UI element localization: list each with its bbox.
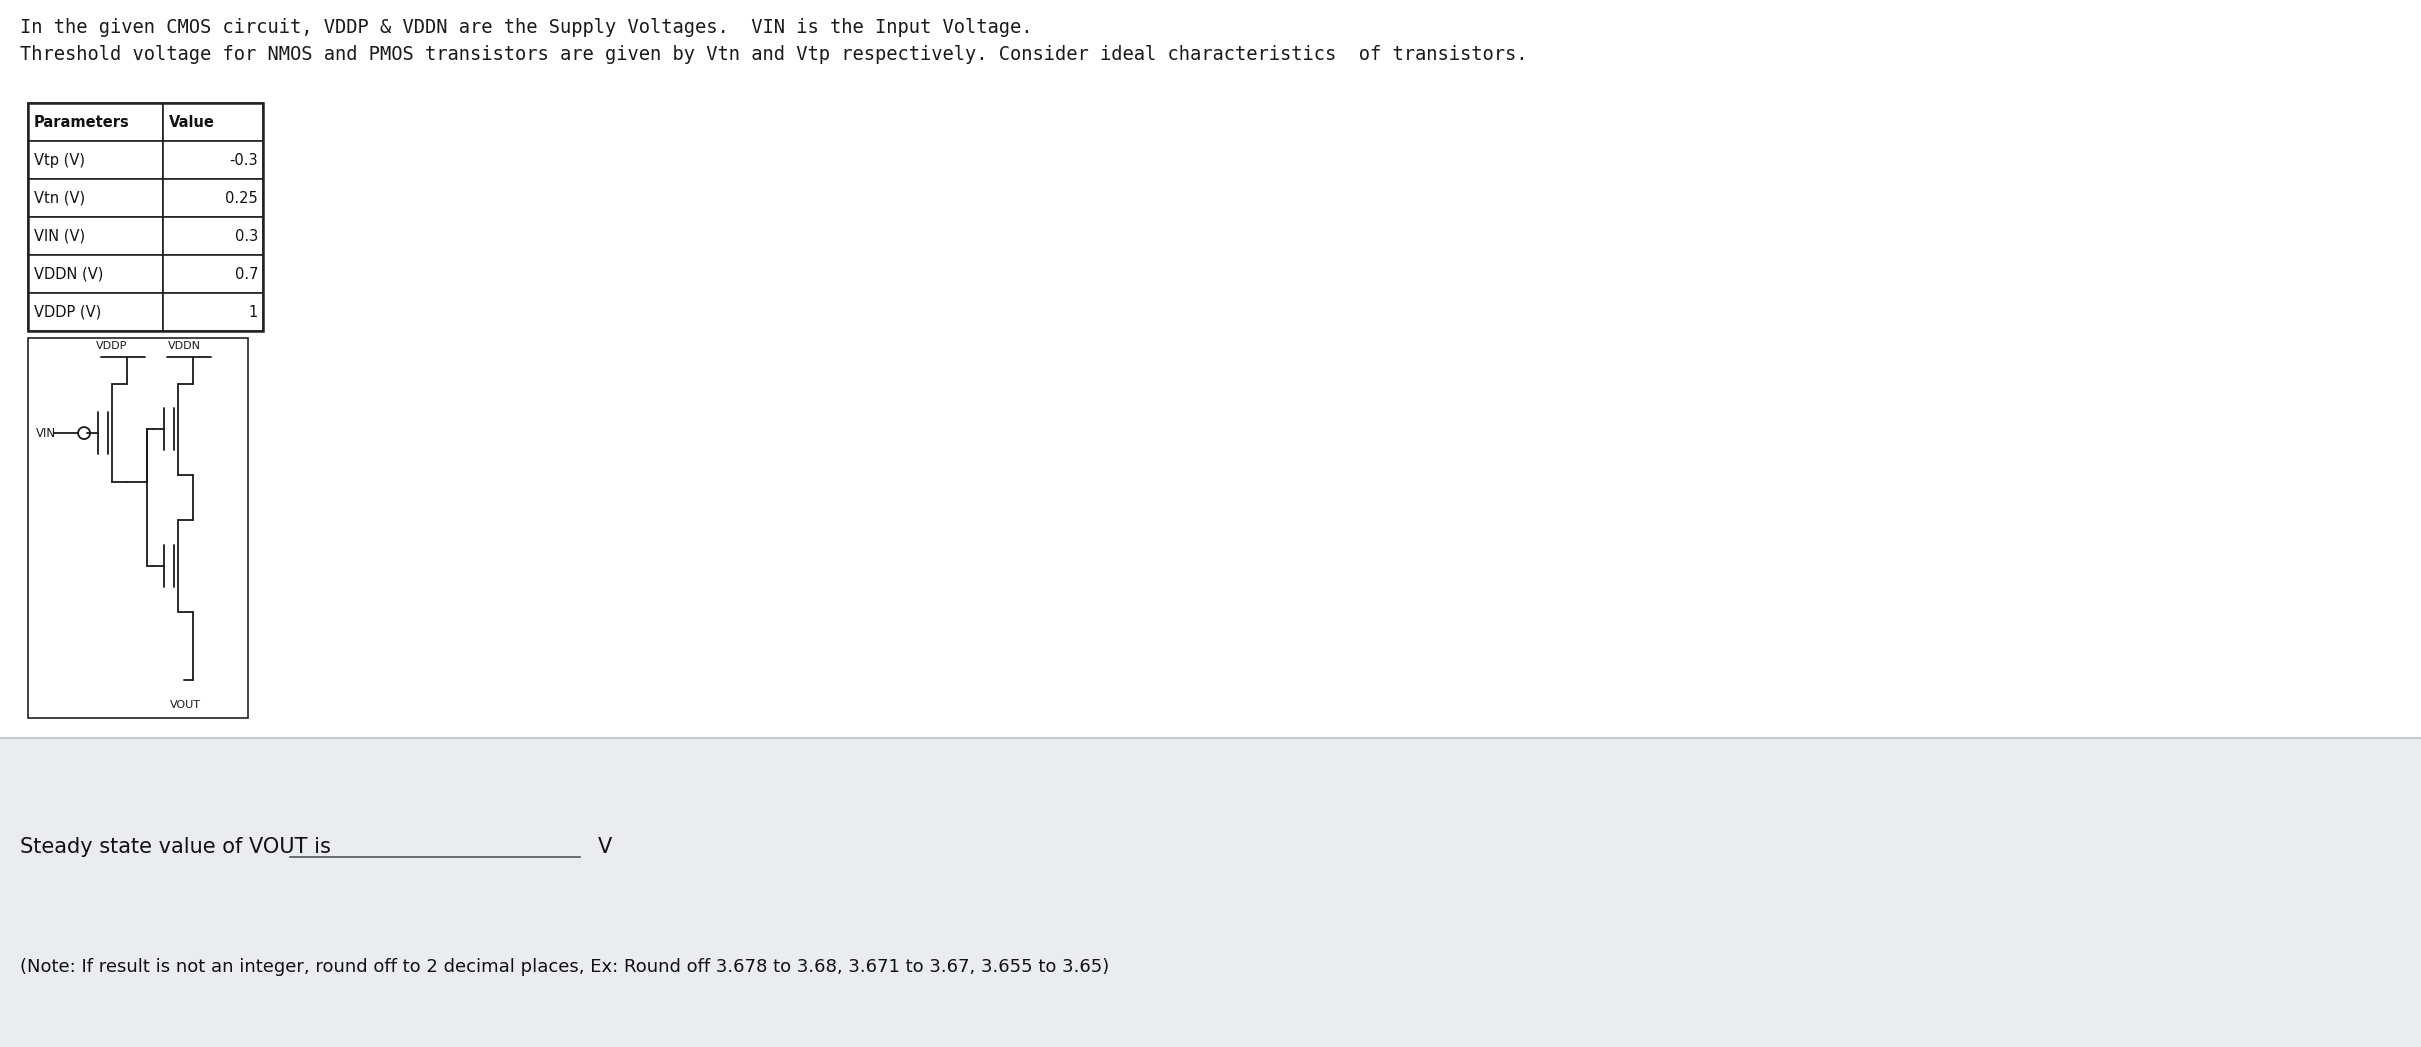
- Text: VDDN: VDDN: [167, 341, 201, 352]
- Text: 0.25: 0.25: [225, 191, 259, 205]
- Bar: [29, 103, 264, 331]
- Text: VOUT: VOUT: [169, 699, 201, 710]
- Text: VDDN (V): VDDN (V): [34, 267, 104, 282]
- Text: -0.3: -0.3: [230, 153, 259, 168]
- Text: 0.7: 0.7: [235, 267, 259, 282]
- Text: V: V: [598, 838, 613, 857]
- Text: VIN: VIN: [36, 426, 56, 440]
- Bar: [29, 255, 162, 293]
- Bar: [162, 293, 264, 331]
- Text: VDDP: VDDP: [97, 341, 128, 352]
- Bar: [29, 293, 162, 331]
- Bar: [29, 338, 247, 718]
- Bar: [162, 141, 264, 179]
- Bar: [162, 255, 264, 293]
- Text: VIN (V): VIN (V): [34, 228, 85, 244]
- Text: Threshold voltage for NMOS and PMOS transistors are given by Vtn and Vtp respect: Threshold voltage for NMOS and PMOS tran…: [19, 45, 1528, 64]
- Text: Vtp (V): Vtp (V): [34, 153, 85, 168]
- Text: Parameters: Parameters: [34, 114, 131, 130]
- Text: Steady state value of VOUT is: Steady state value of VOUT is: [19, 838, 332, 857]
- Bar: [162, 103, 264, 141]
- Text: (Note: If result is not an integer, round off to 2 decimal places, Ex: Round off: (Note: If result is not an integer, roun…: [19, 958, 1109, 976]
- Text: VDDP (V): VDDP (V): [34, 305, 102, 319]
- Bar: [29, 141, 162, 179]
- Text: Value: Value: [169, 114, 215, 130]
- Text: In the given CMOS circuit, VDDP & VDDN are the Supply Voltages.  VIN is the Inpu: In the given CMOS circuit, VDDP & VDDN a…: [19, 18, 1031, 37]
- Text: 0.3: 0.3: [235, 228, 259, 244]
- Bar: [162, 179, 264, 217]
- Bar: [162, 217, 264, 255]
- Text: Vtn (V): Vtn (V): [34, 191, 85, 205]
- Bar: [29, 103, 162, 141]
- Text: 1: 1: [249, 305, 259, 319]
- Bar: [29, 217, 162, 255]
- Bar: [29, 179, 162, 217]
